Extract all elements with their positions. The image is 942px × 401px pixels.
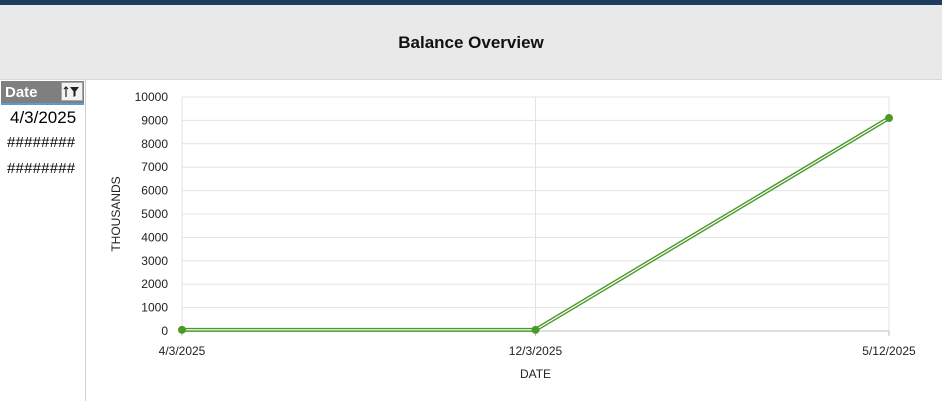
- sort-filter-button[interactable]: [61, 82, 83, 101]
- y-tick-label: 0: [161, 324, 168, 338]
- window-top-bar: [0, 0, 942, 5]
- data-point: [885, 114, 893, 123]
- y-tick-label: 2000: [141, 277, 168, 291]
- chart-title-band: Balance Overview: [0, 5, 942, 80]
- data-point: [531, 325, 540, 334]
- page-title: Balance Overview: [398, 33, 544, 52]
- date-table: Date 4/3/2025 ######## ########: [0, 80, 86, 401]
- y-tick-label: 3000: [141, 254, 168, 268]
- date-cell[interactable]: ########: [7, 160, 76, 177]
- data-point: [178, 325, 186, 334]
- date-cell[interactable]: ########: [7, 134, 76, 151]
- x-tick-label: 12/3/2025: [509, 344, 563, 358]
- x-tick-label: 5/12/2025: [862, 344, 916, 358]
- y-axis-title: THOUSANDS: [109, 176, 123, 251]
- y-tick-label: 10000: [135, 90, 169, 104]
- y-tick-label: 9000: [141, 113, 168, 127]
- date-cell[interactable]: 4/3/2025: [10, 108, 77, 127]
- date-header-label: Date: [5, 84, 38, 101]
- sort-filter-icon: [63, 86, 79, 97]
- date-column-header[interactable]: Date: [1, 81, 84, 105]
- y-tick-label: 6000: [141, 184, 168, 198]
- y-tick-label: 5000: [141, 207, 168, 221]
- y-tick-label: 8000: [141, 137, 168, 151]
- balance-line-chart: 0 1000 2000 3000 4000 5000 6000 7000 8000 9000 100…: [109, 90, 916, 381]
- x-tick-label: 4/3/2025: [159, 344, 206, 358]
- y-tick-label: 4000: [141, 230, 168, 244]
- y-tick-label: 1000: [141, 301, 168, 315]
- y-tick-label: 7000: [141, 160, 168, 174]
- x-axis-title: DATE: [520, 367, 551, 381]
